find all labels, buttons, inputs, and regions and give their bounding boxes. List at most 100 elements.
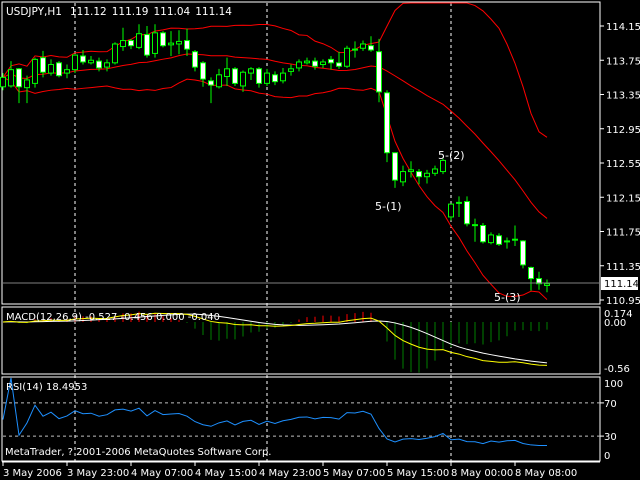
price-axis: 114.15 113.75 113.35 112.95 112.55 112.15 111.… [600, 22, 640, 307]
candle [536, 271, 542, 290]
candle-body [472, 224, 478, 227]
candle [88, 55, 94, 65]
candle-body [24, 79, 30, 89]
price-tick-label: 113.75 [606, 56, 640, 67]
candle [232, 67, 238, 86]
candle-body [544, 283, 550, 286]
current-price-box [601, 277, 638, 290]
macd-tick: 0.174 [604, 309, 633, 320]
candle-body [400, 171, 406, 183]
candle-body [168, 42, 174, 46]
candle-body [216, 74, 222, 88]
copyright-text: MetaTrader, ? 2001-2006 MetaQuotes Softw… [5, 447, 271, 458]
candle [168, 31, 174, 56]
rsi-pane [1, 376, 601, 462]
candle [528, 266, 534, 291]
candle [320, 59, 326, 68]
candle-body [136, 33, 142, 48]
candle [288, 64, 294, 76]
main-pane [1, 1, 601, 305]
candle-body [456, 201, 462, 204]
candle-body [304, 60, 310, 64]
candle-body [344, 47, 350, 67]
candle-body [104, 62, 110, 68]
candle [216, 68, 222, 89]
candle [344, 45, 350, 68]
candle-body [72, 54, 78, 71]
candle-body [352, 48, 358, 51]
candle [456, 196, 462, 217]
candle [352, 41, 358, 58]
candle-body [512, 238, 518, 241]
candle [520, 240, 526, 269]
candle-body [32, 58, 38, 84]
candle-body [152, 32, 158, 54]
candle [40, 50, 46, 78]
time-label: 3 May 2006 [3, 468, 62, 479]
candle-body [48, 64, 54, 74]
rsi-tick: 100 [604, 379, 623, 390]
candle [48, 59, 54, 76]
candle-body [448, 203, 454, 218]
candle [128, 38, 134, 50]
candle-body [480, 225, 486, 243]
candle-body [416, 171, 422, 178]
time-label: 8 May 08:00 [515, 468, 577, 479]
candle [448, 203, 454, 221]
time-label: 8 May 00:00 [451, 468, 513, 479]
candle [496, 233, 502, 247]
candle [384, 90, 390, 163]
candle-body [496, 235, 502, 245]
candle [152, 24, 158, 58]
candle-body [488, 234, 494, 244]
candle-body [80, 55, 86, 63]
time-label: 5 May 07:00 [323, 468, 385, 479]
candle [0, 73, 6, 91]
candle [56, 61, 62, 78]
candle-body [256, 68, 262, 84]
price-tick-label: 114.15 [606, 22, 640, 33]
price-tick-label: 110.95 [606, 296, 640, 307]
candle [544, 279, 550, 293]
candle-body [432, 168, 438, 174]
candle [512, 225, 518, 247]
candle-body [248, 68, 254, 74]
candle-body [64, 69, 70, 74]
candle [304, 57, 310, 65]
candle-body [288, 68, 294, 72]
candle [312, 57, 318, 70]
candle-body [280, 72, 286, 82]
candle-body [128, 40, 134, 47]
price-tick-label: 111.75 [606, 228, 640, 239]
candle [280, 67, 286, 84]
rsi-indicator [2, 377, 604, 446]
candle [368, 36, 374, 52]
candle [112, 42, 118, 65]
candle [296, 59, 302, 72]
candle-body [424, 172, 430, 178]
candle-body [368, 45, 374, 51]
candle-body [312, 60, 318, 67]
candle [192, 49, 198, 72]
candle [200, 61, 206, 87]
candle [184, 28, 190, 56]
candle [64, 64, 70, 79]
rsi-tick: 70 [604, 399, 617, 410]
candle [24, 75, 30, 104]
macd-label: MACD(12,26,9) -0.527 -0.456 0.000 -0.040 [6, 312, 220, 323]
price-tick-label: 112.55 [606, 159, 640, 170]
candle [440, 158, 446, 175]
candle-body [520, 240, 526, 266]
day-separators [74, 3, 452, 461]
candle [144, 26, 150, 58]
candle-body [176, 40, 182, 45]
bollinger-bands [2, 2, 548, 300]
candle-body [464, 201, 470, 225]
bollinger-lower [2, 76, 548, 300]
candle [360, 40, 366, 51]
price-tick-label: 113.35 [606, 91, 640, 102]
candle-body [336, 62, 342, 67]
price-tick-label: 112.95 [606, 125, 640, 136]
candle-body [16, 68, 22, 88]
